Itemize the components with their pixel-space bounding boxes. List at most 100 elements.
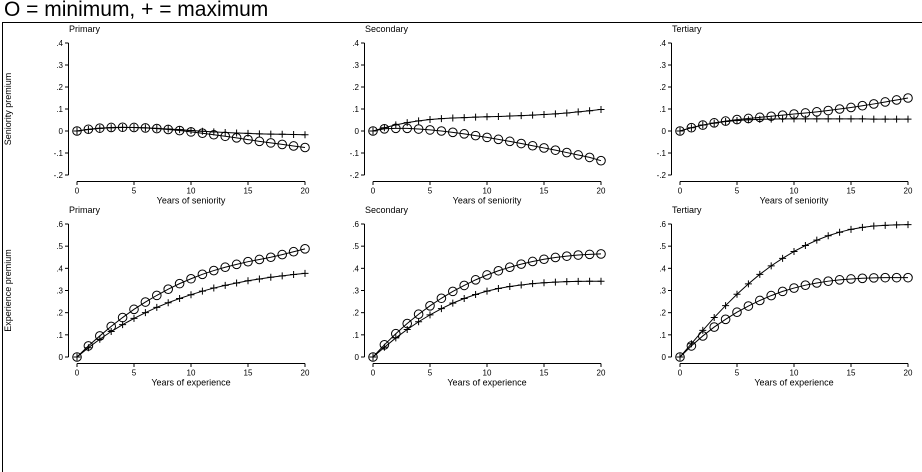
x-axis-title: Years of experience bbox=[754, 378, 833, 388]
marker-plus-point bbox=[392, 121, 400, 129]
marker-plus-point bbox=[130, 314, 138, 322]
x-axis-title: Years of experience bbox=[447, 378, 526, 388]
marker-circle-point bbox=[72, 126, 82, 136]
marker-circle-point bbox=[857, 100, 868, 111]
y-tick-label: .2 bbox=[352, 309, 359, 318]
marker-plus-point bbox=[722, 118, 730, 126]
y-tick-label: .6 bbox=[352, 220, 359, 229]
marker-plus-point bbox=[164, 125, 172, 133]
marker-circle-point bbox=[186, 273, 196, 284]
x-tick-label: 15 bbox=[847, 187, 856, 196]
y-tick-label: .3 bbox=[56, 61, 63, 70]
x-tick-label: 0 bbox=[371, 369, 376, 378]
y-tick-label: .5 bbox=[352, 242, 359, 251]
x-tick-label: 15 bbox=[847, 369, 856, 378]
marker-circle-point bbox=[459, 280, 470, 291]
marker-plus-point bbox=[141, 309, 149, 317]
y-tick-label: .2 bbox=[56, 83, 63, 92]
y-tick-label: .1 bbox=[56, 331, 63, 340]
marker-circle-point bbox=[254, 254, 265, 265]
marker-circle-point bbox=[174, 278, 185, 289]
marker-plus-point bbox=[699, 121, 707, 129]
marker-plus-point bbox=[96, 335, 104, 343]
x-tick-label: 5 bbox=[132, 369, 137, 378]
marker-plus-point bbox=[176, 126, 184, 134]
marker-plus-point bbox=[437, 115, 445, 123]
marker-circle-point bbox=[493, 265, 504, 276]
marker-plus-point bbox=[426, 311, 434, 319]
marker-circle-point bbox=[505, 136, 515, 147]
panel-tertiary-seniority: Tertiary -.2 -.1 0 .1 .2 .3 .4 0 5 10 15 20 Years of … bbox=[657, 24, 913, 206]
x-tick-label: 5 bbox=[428, 187, 433, 196]
marker-circle-point bbox=[743, 301, 754, 311]
marker-plus-point bbox=[767, 115, 775, 123]
marker-circle-point bbox=[550, 252, 561, 263]
x-tick-label: 0 bbox=[75, 369, 80, 378]
marker-circle-point bbox=[300, 142, 310, 153]
marker-plus-point bbox=[301, 131, 309, 139]
marker-plus-point bbox=[733, 290, 741, 298]
marker-plus-point bbox=[460, 114, 468, 122]
marker-plus-point bbox=[870, 115, 878, 123]
marker-plus-point bbox=[449, 114, 457, 122]
marker-circle-point bbox=[425, 300, 435, 311]
marker-circle-point bbox=[891, 95, 902, 105]
marker-plus-point bbox=[733, 116, 741, 124]
x-tick-label: 10 bbox=[790, 369, 799, 378]
y-tick-label: .5 bbox=[56, 242, 63, 251]
marker-plus-point bbox=[904, 221, 912, 229]
series-line-minimum bbox=[372, 253, 602, 358]
marker-circle-point bbox=[413, 124, 424, 134]
marker-plus-point bbox=[676, 353, 684, 361]
y-tick-label: -.1 bbox=[350, 149, 360, 158]
marker-plus-point bbox=[893, 115, 901, 123]
marker-plus-point bbox=[244, 129, 252, 137]
marker-plus-point bbox=[210, 128, 218, 136]
y-tick-label: .1 bbox=[56, 105, 63, 114]
marker-circle-point bbox=[527, 256, 538, 267]
marker-plus-point bbox=[198, 127, 206, 135]
x-axis-title: Years of seniority bbox=[157, 196, 226, 206]
marker-plus-point bbox=[494, 285, 502, 293]
x-tick-label: 15 bbox=[244, 187, 253, 196]
x-tick-label: 20 bbox=[597, 369, 606, 378]
marker-circle-point bbox=[266, 138, 276, 148]
marker-plus-point bbox=[824, 115, 832, 123]
marker-plus-point bbox=[847, 225, 855, 233]
marker-plus-point bbox=[824, 232, 832, 240]
marker-plus-point bbox=[164, 299, 172, 307]
marker-plus-point bbox=[198, 287, 206, 295]
marker-circle-point bbox=[277, 249, 288, 260]
marker-plus-point bbox=[506, 283, 514, 291]
marker-circle-point bbox=[288, 246, 299, 257]
marker-plus-point bbox=[847, 115, 855, 123]
marker-circle-point bbox=[266, 252, 276, 263]
panel-primary-experience: Primary 0 .1 .2 .3 .4 .5 .6 0 5 10 15 20 Years of exp… bbox=[56, 205, 310, 388]
marker-circle-point bbox=[505, 262, 515, 273]
y-tick-label: .3 bbox=[352, 287, 359, 296]
marker-plus-point bbox=[403, 326, 411, 334]
panel-secondary-seniority: Secondary -.2 -.1 0 .1 .2 .3 .4 0 5 10 15 20 Years of… bbox=[350, 24, 606, 206]
y-tick-label: 0 bbox=[59, 127, 64, 136]
marker-circle-point bbox=[243, 256, 253, 267]
y-tick-label: 0 bbox=[355, 353, 360, 362]
marker-plus-point bbox=[278, 272, 286, 280]
y-tick-label: .1 bbox=[352, 331, 359, 340]
marker-circle-point bbox=[539, 143, 549, 153]
marker-plus-point bbox=[107, 124, 115, 132]
x-axis-title: Years of seniority bbox=[453, 196, 522, 206]
series-line-maximum bbox=[76, 272, 306, 358]
marker-circle-point bbox=[846, 274, 856, 284]
marker-circle-point bbox=[436, 126, 447, 136]
marker-circle-point bbox=[562, 147, 572, 158]
marker-plus-point bbox=[403, 119, 411, 127]
marker-circle-point bbox=[584, 152, 595, 163]
y-tick-label: .4 bbox=[352, 39, 359, 48]
marker-plus-point bbox=[699, 326, 707, 334]
marker-plus-point bbox=[460, 294, 468, 302]
y-tick-label: 0 bbox=[662, 353, 667, 362]
marker-circle-point bbox=[880, 97, 891, 107]
marker-circle-point bbox=[368, 126, 378, 136]
x-tick-label: 5 bbox=[735, 369, 740, 378]
marker-circle-point bbox=[584, 249, 595, 260]
